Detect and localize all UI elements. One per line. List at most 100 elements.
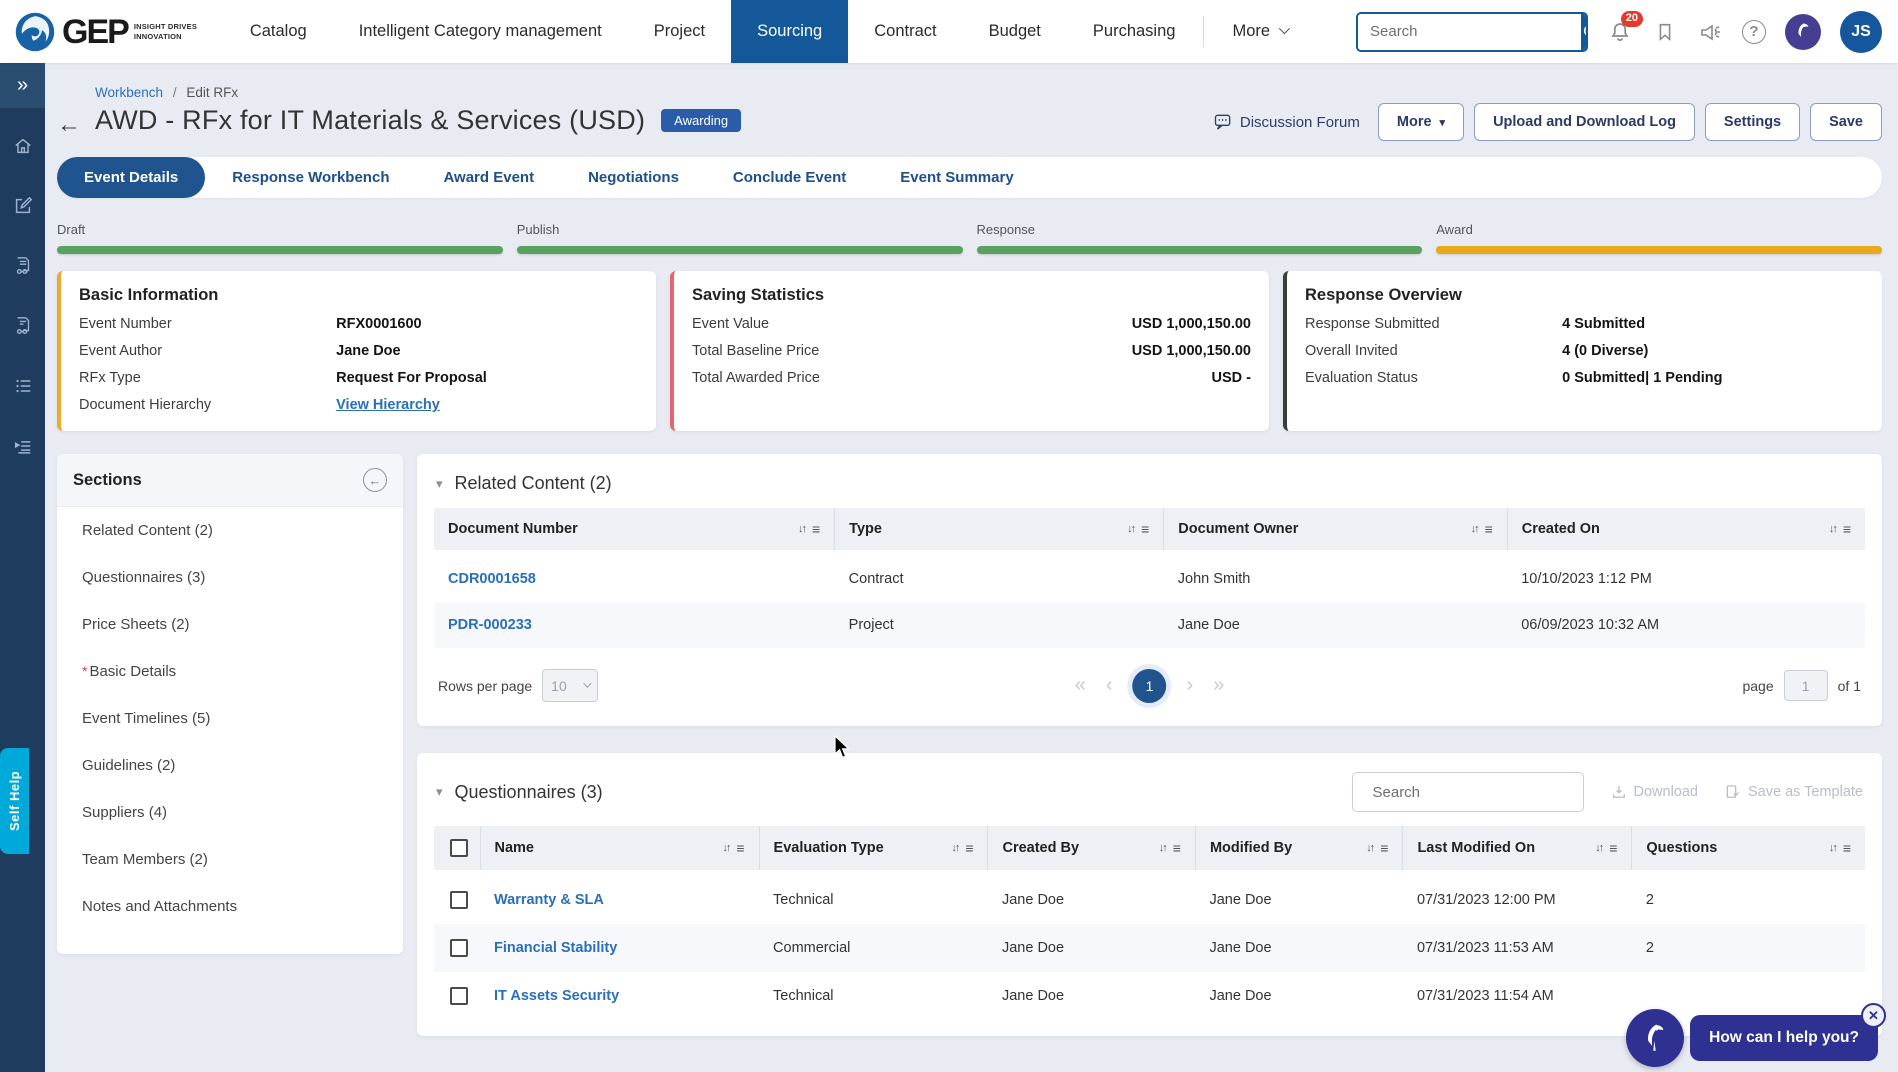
tab-negotiations[interactable]: Negotiations: [588, 169, 679, 186]
announcements-button[interactable]: [1697, 19, 1723, 45]
chat-mascot-button[interactable]: [1626, 1009, 1685, 1067]
document-link[interactable]: PDR-000233: [448, 617, 532, 633]
help-button[interactable]: ?: [1742, 19, 1766, 44]
column-header-created-on[interactable]: Created On ↓↑ ≡: [1506, 508, 1865, 550]
column-header-questions[interactable]: Questions ↓↑ ≡: [1631, 826, 1865, 870]
nav-item-project[interactable]: Project: [653, 22, 706, 40]
save-as-template-button[interactable]: Save as Template: [1724, 783, 1863, 801]
column-menu-icon[interactable]: ≡: [736, 840, 745, 856]
column-header-last-modified-on[interactable]: Last Modified On ↓↑ ≡: [1402, 826, 1632, 870]
settings-button[interactable]: Settings: [1704, 103, 1801, 141]
sort-icon[interactable]: ↓↑: [722, 842, 731, 854]
user-avatar[interactable]: JS: [1840, 10, 1882, 53]
tab-award-event[interactable]: Award Event: [443, 169, 535, 186]
rows-per-page-select[interactable]: 10: [542, 669, 599, 702]
column-header-modified-by[interactable]: Modified By ↓↑ ≡: [1194, 826, 1403, 870]
section-item-basic-details[interactable]: * Basic Details: [82, 663, 177, 680]
column-menu-icon[interactable]: ≡: [1172, 840, 1181, 856]
current-page-button[interactable]: 1: [1132, 668, 1167, 703]
section-item-team-members[interactable]: Team Members (2): [82, 851, 208, 868]
last-page-button[interactable]: »: [1213, 674, 1225, 696]
questionnaire-link[interactable]: IT Assets Security: [494, 988, 620, 1004]
column-menu-icon[interactable]: ≡: [1609, 840, 1618, 856]
column-header-document-owner[interactable]: Document Owner ↓↑ ≡: [1163, 508, 1508, 550]
questionnaires-search-input[interactable]: [1372, 783, 1572, 801]
questionnaire-link[interactable]: Warranty & SLA: [494, 892, 604, 908]
view-hierarchy-link[interactable]: View Hierarchy: [336, 397, 440, 413]
search-button[interactable]: [1581, 13, 1586, 50]
page-number-input[interactable]: [1783, 670, 1828, 701]
column-menu-icon[interactable]: ≡: [1141, 521, 1150, 537]
questionnaire-link[interactable]: Financial Stability: [494, 940, 618, 956]
first-page-button[interactable]: «: [1074, 674, 1086, 696]
nav-item-purchasing[interactable]: Purchasing: [1092, 22, 1176, 40]
section-item-guidelines[interactable]: Guidelines (2): [82, 757, 176, 774]
column-header-document-number[interactable]: Document Number ↓↑ ≡: [448, 521, 821, 537]
column-menu-icon[interactable]: ≡: [1484, 521, 1493, 537]
sort-icon[interactable]: ↓↑: [798, 523, 807, 535]
sidebar-item-tree[interactable]: [0, 424, 45, 468]
collapse-related-content-icon[interactable]: ▾: [436, 475, 443, 491]
collapse-questionnaires-icon[interactable]: ▾: [436, 784, 443, 799]
section-item-suppliers[interactable]: Suppliers (4): [82, 804, 168, 821]
sidebar-item-document-link-alt[interactable]: [0, 304, 45, 348]
document-link[interactable]: CDR0001658: [448, 571, 536, 587]
sidebar-item-document-link[interactable]: [0, 244, 45, 288]
select-all-checkbox[interactable]: [450, 839, 468, 857]
sort-icon[interactable]: ↓↑: [1470, 523, 1480, 535]
column-header-type[interactable]: Type ↓↑ ≡: [834, 508, 1164, 550]
expand-sidebar-button[interactable]: »: [0, 63, 45, 108]
sort-icon[interactable]: ↓↑: [1127, 523, 1136, 535]
chat-bubble[interactable]: How can I help you? ✕: [1690, 1003, 1886, 1061]
section-item-questionnaires[interactable]: Questionnaires (3): [82, 569, 206, 586]
column-header-evaluation-type[interactable]: Evaluation Type ↓↑ ≡: [758, 826, 988, 870]
section-item-price-sheets[interactable]: Price Sheets (2): [82, 616, 190, 633]
breadcrumb-workbench[interactable]: Workbench: [95, 85, 164, 100]
sort-icon[interactable]: ↓↑: [1828, 842, 1838, 854]
nav-item-intelligent-category-management[interactable]: Intelligent Category management: [358, 22, 602, 40]
discussion-forum-button[interactable]: Discussion Forum: [1213, 112, 1360, 132]
tab-event-details[interactable]: Event Details: [57, 157, 206, 198]
row-checkbox[interactable]: [450, 891, 468, 909]
sidebar-item-edit[interactable]: [0, 184, 45, 228]
nav-item-budget[interactable]: Budget: [988, 22, 1041, 40]
more-button[interactable]: More ▾: [1377, 103, 1465, 141]
global-search-input[interactable]: [1358, 13, 1581, 50]
nav-item-more[interactable]: More: [1206, 0, 1313, 63]
next-page-button[interactable]: ›: [1186, 674, 1194, 696]
save-button[interactable]: Save: [1810, 103, 1882, 141]
upload-download-log-button[interactable]: Upload and Download Log: [1474, 103, 1695, 141]
notifications-button[interactable]: 20: [1607, 10, 1643, 45]
row-checkbox[interactable]: [450, 939, 468, 957]
column-menu-icon[interactable]: ≡: [812, 521, 821, 537]
column-menu-icon[interactable]: ≡: [1842, 521, 1851, 537]
sort-icon[interactable]: ↓↑: [1828, 523, 1838, 535]
tab-response-workbench[interactable]: Response Workbench: [232, 169, 390, 186]
column-menu-icon[interactable]: ≡: [1842, 840, 1851, 856]
column-header-name[interactable]: Name ↓↑ ≡: [479, 826, 760, 870]
section-item-event-timelines[interactable]: Event Timelines (5): [82, 710, 211, 727]
nav-item-sourcing[interactable]: Sourcing: [731, 0, 849, 63]
sort-icon[interactable]: ↓↑: [1595, 842, 1604, 854]
sort-icon[interactable]: ↓↑: [1366, 842, 1375, 854]
section-item-related-content[interactable]: Related Content (2): [82, 522, 213, 539]
collapse-sections-button[interactable]: ←: [363, 468, 387, 492]
sort-icon[interactable]: ↓↑: [951, 842, 960, 854]
gep-logo[interactable]: GEP INSIGHT DRIVES INNOVATION: [0, 0, 210, 63]
download-button[interactable]: Download: [1610, 783, 1698, 801]
nav-item-contract[interactable]: Contract: [874, 22, 937, 40]
column-header-created-by[interactable]: Created By ↓↑ ≡: [987, 826, 1196, 870]
previous-page-button[interactable]: ‹: [1105, 674, 1113, 696]
self-help-tab[interactable]: Self Help: [0, 748, 29, 854]
tab-event-summary[interactable]: Event Summary: [900, 169, 1014, 186]
bookmarks-button[interactable]: [1652, 19, 1678, 45]
section-item-notes-attachments[interactable]: Notes and Attachments: [82, 898, 238, 915]
back-button[interactable]: ←: [57, 111, 81, 138]
nav-item-catalog[interactable]: Catalog: [249, 22, 307, 40]
assistant-button[interactable]: [1785, 13, 1821, 50]
row-checkbox[interactable]: [450, 987, 468, 1005]
sidebar-item-list[interactable]: [0, 364, 45, 408]
chat-close-button[interactable]: ✕: [1861, 1003, 1886, 1028]
column-menu-icon[interactable]: ≡: [965, 840, 974, 856]
tab-conclude-event[interactable]: Conclude Event: [732, 169, 847, 186]
